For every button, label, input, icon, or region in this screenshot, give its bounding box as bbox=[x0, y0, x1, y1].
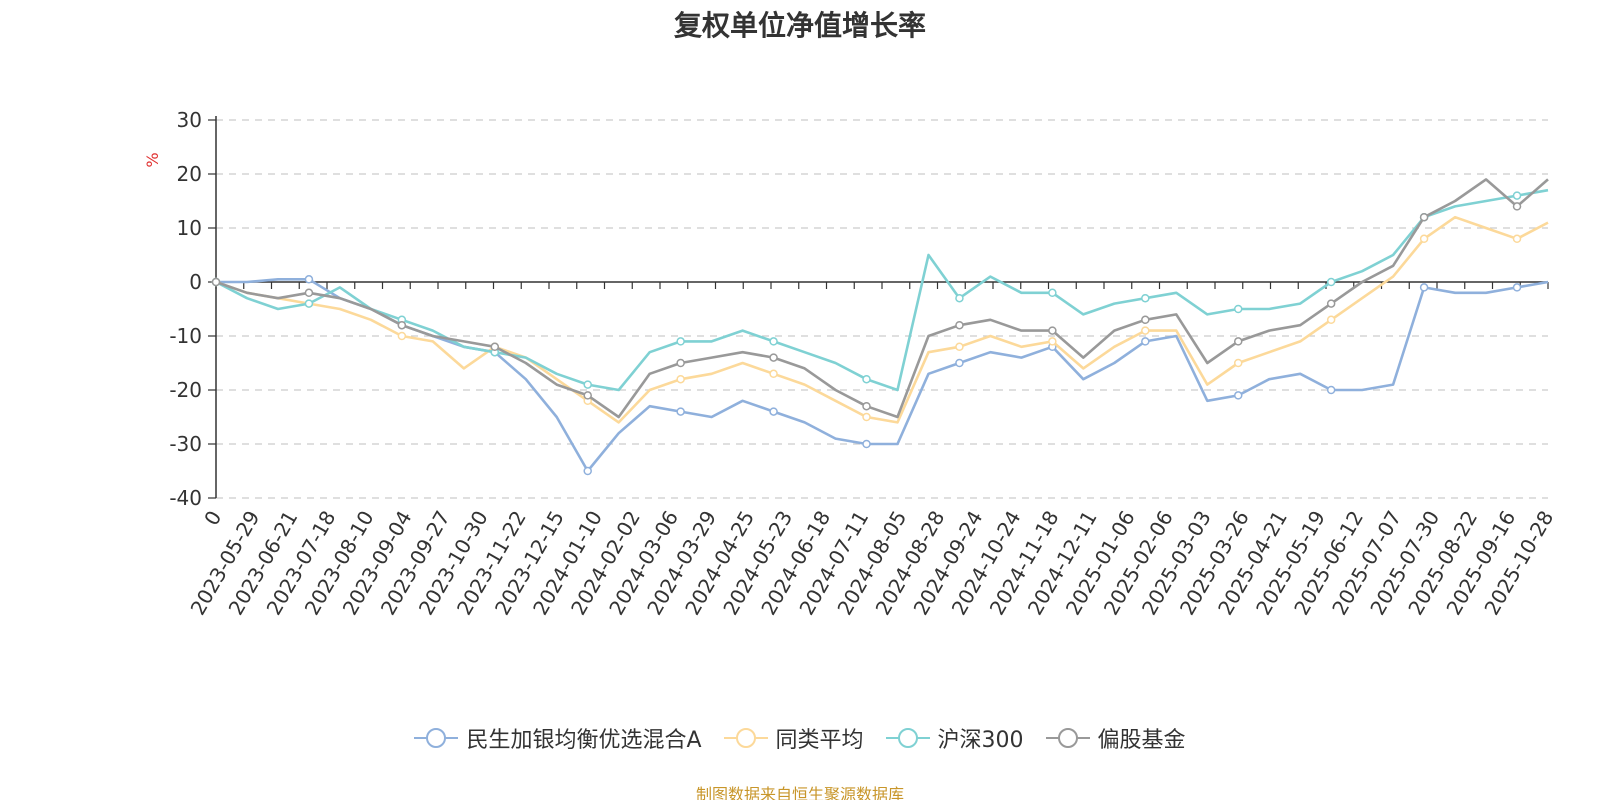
series-0-point bbox=[1419, 283, 1429, 292]
y-tick-label: 30 bbox=[177, 108, 202, 132]
series-1-point bbox=[769, 369, 778, 379]
y-tick-label: 20 bbox=[177, 162, 202, 186]
series-2-point bbox=[304, 299, 314, 308]
series-3-point bbox=[304, 288, 314, 298]
series-2-point bbox=[676, 337, 685, 346]
series-2-point bbox=[1512, 191, 1522, 200]
series-0-point bbox=[862, 439, 871, 449]
legend-label-equity-funds: 偏股基金 bbox=[1097, 728, 1186, 753]
series-3-point bbox=[490, 342, 500, 352]
chart-title: 复权单位净值增长率 bbox=[673, 9, 926, 42]
legend-marker-fund-icon bbox=[414, 728, 459, 748]
legend-item-fund[interactable]: 民生加银均衡优选混合A bbox=[414, 722, 702, 754]
series-3-point bbox=[955, 320, 964, 330]
series-0-point bbox=[1233, 391, 1243, 400]
legend-label-peer-average: 同类平均 bbox=[775, 728, 864, 753]
series-3-point bbox=[1512, 202, 1522, 211]
x-tick-label: 0 bbox=[199, 507, 226, 530]
y-tick-label: 10 bbox=[177, 216, 202, 240]
series-1-point bbox=[1141, 326, 1150, 335]
legend: 民生加银均衡优选混合A 同类平均 沪深300 偏股基金 bbox=[0, 722, 1600, 754]
series-3-point bbox=[862, 401, 871, 411]
series-2-point bbox=[862, 374, 871, 384]
series-0-point bbox=[769, 407, 778, 416]
series-2-point bbox=[1141, 293, 1150, 303]
series-1-point bbox=[1233, 358, 1243, 368]
series-1-point bbox=[955, 342, 964, 352]
series-1-point bbox=[1048, 337, 1057, 346]
legend-item-csi300[interactable]: 沪深300 bbox=[885, 722, 1024, 754]
series-1-point bbox=[1419, 234, 1429, 244]
series-line-1 bbox=[215, 215, 1549, 424]
series-0-point bbox=[304, 275, 314, 284]
series-0-point bbox=[1141, 337, 1150, 346]
series-0-point bbox=[676, 407, 685, 416]
legend-label-csi300: 沪深300 bbox=[937, 728, 1024, 753]
series-1-point bbox=[862, 412, 871, 422]
series-1-point bbox=[676, 374, 685, 384]
series-line-2 bbox=[215, 188, 1549, 392]
legend-item-equity-funds[interactable]: 偏股基金 bbox=[1045, 722, 1186, 754]
legend-marker-peer-average-icon bbox=[723, 728, 768, 748]
series-2-point bbox=[583, 380, 592, 389]
legend-marker-equity-funds-icon bbox=[1045, 728, 1090, 748]
series-0-point bbox=[1326, 385, 1336, 395]
series-3-point bbox=[1233, 337, 1243, 346]
series-line-3 bbox=[215, 178, 1549, 419]
legend-item-peer-average[interactable]: 同类平均 bbox=[723, 722, 864, 754]
series-1-point bbox=[1512, 234, 1522, 244]
series-3-point bbox=[676, 358, 685, 368]
series-2-point bbox=[955, 293, 964, 303]
legend-marker-csi300-icon bbox=[885, 728, 930, 748]
y-tick-label: -20 bbox=[169, 378, 202, 402]
series-2-point bbox=[1326, 277, 1336, 287]
y-axis-label: % bbox=[143, 152, 162, 167]
series-3-point bbox=[1326, 299, 1336, 308]
series-1-point bbox=[397, 331, 407, 341]
y-tick-label: -10 bbox=[169, 324, 202, 348]
y-tick-label: -30 bbox=[169, 432, 202, 456]
series-3-point bbox=[1048, 326, 1057, 335]
y-tick-label: 0 bbox=[189, 270, 202, 294]
series-3-point bbox=[397, 320, 407, 330]
series-3-point bbox=[583, 391, 592, 400]
legend-label-fund: 民生加银均衡优选混合A bbox=[466, 728, 702, 753]
series-1-point bbox=[1326, 315, 1336, 325]
series-3-point bbox=[211, 277, 221, 287]
series-3-point bbox=[1419, 212, 1429, 222]
series-0-point bbox=[1512, 283, 1522, 292]
series-3-point bbox=[1141, 315, 1150, 325]
source-note: 制图数据来自恒生聚源数据库 bbox=[695, 785, 904, 800]
series-2-point bbox=[1233, 304, 1243, 314]
series-2-point bbox=[769, 337, 778, 346]
series-3-point bbox=[769, 353, 778, 362]
series-0-point bbox=[955, 358, 964, 368]
series-0-point bbox=[583, 466, 592, 476]
y-tick-label: -40 bbox=[169, 486, 202, 510]
series-2-point bbox=[1048, 288, 1057, 298]
